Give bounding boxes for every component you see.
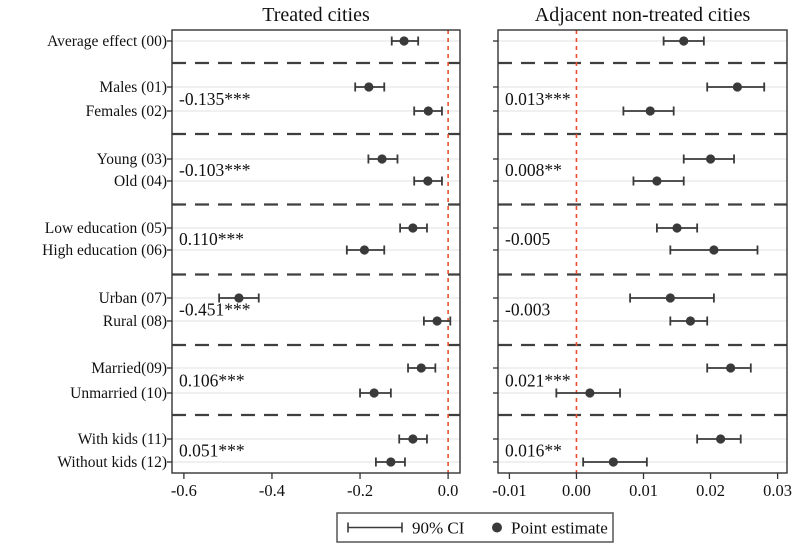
point-estimate-marker bbox=[364, 82, 374, 92]
annotation-label: -0.451*** bbox=[179, 300, 250, 320]
panel-title: Treated cities bbox=[262, 4, 370, 26]
x-tick-label: -0.2 bbox=[347, 481, 373, 500]
category-label: Females (02) bbox=[86, 103, 167, 120]
point-estimate-marker bbox=[732, 82, 742, 92]
legend-box bbox=[336, 512, 614, 543]
point-estimate-marker bbox=[679, 36, 689, 46]
point-estimate-marker bbox=[709, 245, 719, 255]
point-estimate-marker bbox=[369, 388, 379, 398]
annotation-label: 0.021*** bbox=[505, 371, 571, 391]
annotation-label: -0.135*** bbox=[179, 89, 250, 109]
x-tick-label: 0.03 bbox=[763, 481, 792, 500]
panel-frame bbox=[171, 29, 461, 474]
point-estimate-marker bbox=[705, 154, 716, 164]
category-label: Average effect (00) bbox=[47, 33, 167, 50]
annotation-label: -0.103*** bbox=[179, 160, 250, 180]
x-tick-label: -0.4 bbox=[259, 481, 285, 500]
point-estimate-marker bbox=[645, 106, 655, 116]
point-estimate-marker bbox=[726, 363, 736, 373]
category-label: Rural (08) bbox=[103, 313, 167, 330]
point-estimate-marker bbox=[432, 316, 442, 326]
annotation-label: 0.008** bbox=[505, 160, 562, 180]
point-estimate-marker bbox=[408, 223, 418, 233]
x-tick-label: 0.02 bbox=[696, 481, 725, 500]
point-estimate-marker bbox=[652, 176, 662, 186]
annotation-label: -0.005 bbox=[505, 229, 550, 249]
legend-ci-label: 90% CI bbox=[412, 519, 465, 538]
point-estimate-marker bbox=[386, 457, 396, 467]
category-label: Young (03) bbox=[97, 151, 167, 168]
category-label: Low education (05) bbox=[45, 220, 167, 237]
point-estimate-marker bbox=[665, 293, 675, 303]
annotation-label: 0.106*** bbox=[179, 371, 245, 391]
point-estimate-marker bbox=[234, 293, 244, 303]
x-tick-label: 0.01 bbox=[629, 481, 658, 500]
category-label: Old (04) bbox=[114, 173, 167, 190]
point-estimate-marker bbox=[423, 176, 433, 186]
annotation-label: 0.051*** bbox=[179, 441, 245, 461]
category-label: Urban (07) bbox=[99, 290, 167, 307]
category-label: Without kids (12) bbox=[57, 454, 167, 471]
point-estimate-marker bbox=[585, 388, 595, 398]
point-estimate-marker bbox=[399, 36, 409, 46]
category-label: Unmarried (10) bbox=[70, 385, 167, 402]
point-estimate-marker bbox=[377, 154, 387, 164]
point-estimate-marker bbox=[359, 245, 370, 255]
point-estimate-marker bbox=[672, 223, 682, 233]
x-tick-label: -0.01 bbox=[492, 481, 526, 500]
panel-frame bbox=[497, 29, 788, 474]
x-tick-label: 0.0 bbox=[438, 481, 459, 500]
point-estimate-marker bbox=[408, 434, 418, 444]
annotation-label: 0.016** bbox=[505, 441, 562, 461]
panel-title: Adjacent non-treated cities bbox=[535, 4, 751, 26]
annotation-label: 0.013*** bbox=[505, 89, 571, 109]
category-label: Males (01) bbox=[99, 79, 167, 96]
x-tick-label: -0.6 bbox=[171, 481, 197, 500]
annotation-label: 0.110*** bbox=[179, 229, 244, 249]
legend-point-label: Point estimate bbox=[511, 519, 608, 538]
category-label: Married(09) bbox=[91, 360, 167, 377]
point-estimate-marker bbox=[608, 457, 618, 467]
category-label: High education (06) bbox=[42, 242, 167, 259]
x-tick-label: 0.00 bbox=[562, 481, 591, 500]
category-label: With kids (11) bbox=[78, 431, 167, 448]
point-estimate-marker bbox=[423, 106, 433, 116]
annotation-label: -0.003 bbox=[505, 300, 550, 320]
point-estimate-marker bbox=[685, 316, 696, 326]
point-estimate-marker bbox=[716, 434, 726, 444]
legend-point-icon bbox=[492, 522, 502, 533]
point-estimate-marker bbox=[416, 363, 426, 373]
